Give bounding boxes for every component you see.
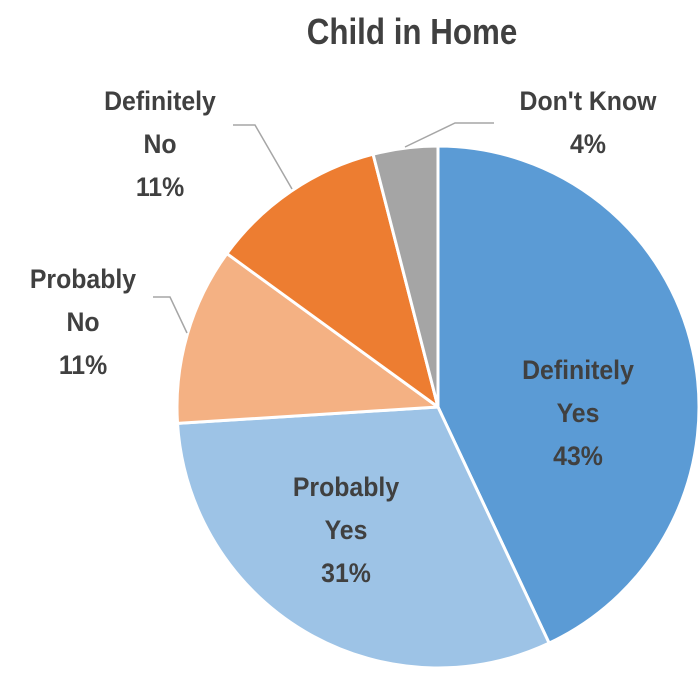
pie-slice-probably-no bbox=[175, 252, 440, 425]
slice-percent-label: 43% bbox=[553, 442, 603, 471]
slice-label-probably-no: Probably No 11% bbox=[30, 265, 137, 380]
pie-slice-don-t-know bbox=[371, 144, 440, 409]
slice-percent-label: 31% bbox=[321, 559, 371, 588]
leader-line bbox=[233, 124, 293, 190]
leader-lines bbox=[153, 122, 494, 334]
slice-percent-label: 4% bbox=[570, 130, 606, 159]
pie-slice-definitely-no bbox=[225, 152, 440, 409]
slice-category-label: No bbox=[143, 130, 176, 159]
slice-category-label: Don't Know bbox=[520, 87, 658, 116]
pie-slices bbox=[175, 144, 698, 670]
slice-category-label: No bbox=[66, 308, 99, 337]
slice-category-label: Yes bbox=[325, 516, 368, 545]
slice-label-definitely-no: Definitely No 11% bbox=[104, 87, 216, 202]
slice-category-label: Probably bbox=[293, 473, 400, 502]
pie-slice-probably-yes bbox=[176, 405, 551, 670]
leader-line bbox=[404, 122, 494, 148]
slice-category-label: Definitely bbox=[104, 87, 216, 116]
slice-percent-label: 11% bbox=[59, 351, 107, 380]
pie-slice-definitely-yes bbox=[436, 144, 698, 645]
slice-labels: Definitely Yes 43% Probably Yes 31% Probably No… bbox=[30, 87, 657, 588]
slice-category-label: Definitely bbox=[522, 356, 634, 385]
slice-category-label: Yes bbox=[557, 399, 600, 428]
slice-label-definitely-yes: Definitely Yes 43% bbox=[522, 356, 634, 471]
slice-percent-label: 11% bbox=[136, 173, 184, 202]
slice-label-probably-yes: Probably Yes 31% bbox=[293, 473, 400, 588]
chart-title: Child in Home bbox=[307, 12, 518, 53]
slice-label-don-t-know: Don't Know 4% bbox=[520, 87, 658, 159]
leader-line bbox=[153, 296, 188, 334]
slice-category-label: Probably bbox=[30, 265, 137, 294]
